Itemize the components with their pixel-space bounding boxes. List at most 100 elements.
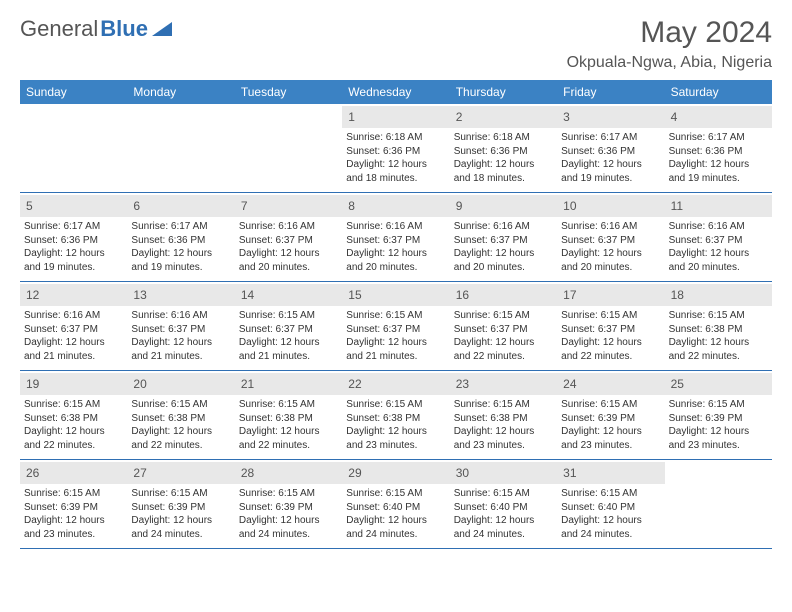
day-number: 1 bbox=[348, 110, 355, 124]
day-header: Monday bbox=[127, 80, 234, 104]
info-line: Daylight: 12 hours bbox=[24, 514, 123, 528]
day-number-row: 18 bbox=[665, 284, 772, 306]
info-line: Daylight: 12 hours bbox=[669, 158, 768, 172]
info-line: and 24 minutes. bbox=[239, 528, 338, 542]
day-info: Sunrise: 6:15 AMSunset: 6:39 PMDaylight:… bbox=[24, 487, 123, 541]
info-line: and 20 minutes. bbox=[669, 261, 768, 275]
day-number-row: 27 bbox=[127, 462, 234, 484]
day-number: 10 bbox=[563, 199, 576, 213]
day-cell: 17Sunrise: 6:15 AMSunset: 6:37 PMDayligh… bbox=[557, 282, 664, 370]
day-number: 26 bbox=[26, 466, 39, 480]
info-line: Daylight: 12 hours bbox=[346, 425, 445, 439]
info-line: and 22 minutes. bbox=[669, 350, 768, 364]
info-line: Sunset: 6:39 PM bbox=[131, 501, 230, 515]
info-line: Sunset: 6:39 PM bbox=[24, 501, 123, 515]
calendar-page: GeneralBlue May 2024 Okpuala-Ngwa, Abia,… bbox=[0, 0, 792, 565]
day-number: 22 bbox=[348, 377, 361, 391]
day-info: Sunrise: 6:15 AMSunset: 6:38 PMDaylight:… bbox=[131, 398, 230, 452]
info-line: Daylight: 12 hours bbox=[131, 247, 230, 261]
day-cell: 11 Sunrise: 6:16 AMSunset: 6:37 PMDayligh… bbox=[665, 193, 772, 281]
info-line: Sunrise: 6:15 AM bbox=[561, 487, 660, 501]
info-line: Sunrise: 6:15 AM bbox=[561, 309, 660, 323]
day-number-row: 24 bbox=[557, 373, 664, 395]
week-row: 5 Sunrise: 6:17 AMSunset: 6:36 PMDaylight… bbox=[20, 193, 772, 282]
info-line: Daylight: 12 hours bbox=[24, 247, 123, 261]
day-number: 5 bbox=[26, 199, 33, 213]
day-info: Sunrise: 6:15 AMSunset: 6:39 PMDaylight:… bbox=[131, 487, 230, 541]
info-line: Sunset: 6:37 PM bbox=[346, 234, 445, 248]
info-line: Sunset: 6:38 PM bbox=[454, 412, 553, 426]
day-info: Sunrise: 6:17 AMSunset: 6:36 PMDaylight:… bbox=[131, 220, 230, 274]
day-info: Sunrise: 6:17 AMSunset: 6:36 PMDaylight:… bbox=[24, 220, 123, 274]
day-cell: 15Sunrise: 6:15 AMSunset: 6:37 PMDayligh… bbox=[342, 282, 449, 370]
info-line: Sunset: 6:39 PM bbox=[239, 501, 338, 515]
info-line: Sunrise: 6:15 AM bbox=[346, 398, 445, 412]
info-line: Sunset: 6:36 PM bbox=[346, 145, 445, 159]
info-line: Daylight: 12 hours bbox=[131, 425, 230, 439]
info-line: and 22 minutes. bbox=[239, 439, 338, 453]
info-line: Sunset: 6:36 PM bbox=[131, 234, 230, 248]
info-line: Sunset: 6:37 PM bbox=[239, 323, 338, 337]
info-line: and 24 minutes. bbox=[454, 528, 553, 542]
info-line: Sunrise: 6:15 AM bbox=[454, 309, 553, 323]
day-number-row: 29 bbox=[342, 462, 449, 484]
info-line: Sunrise: 6:18 AM bbox=[454, 131, 553, 145]
day-number-row: 11 bbox=[665, 195, 772, 217]
day-number: 29 bbox=[348, 466, 361, 480]
day-number: 25 bbox=[671, 377, 684, 391]
empty-cell bbox=[665, 460, 772, 548]
info-line: and 22 minutes. bbox=[561, 350, 660, 364]
day-cell: 8Sunrise: 6:16 AMSunset: 6:37 PMDaylight… bbox=[342, 193, 449, 281]
day-cell: 4Sunrise: 6:17 AMSunset: 6:36 PMDaylight… bbox=[665, 104, 772, 192]
empty-cell bbox=[127, 104, 234, 192]
info-line: Sunrise: 6:15 AM bbox=[24, 398, 123, 412]
info-line: and 19 minutes. bbox=[561, 172, 660, 186]
logo-text-2: Blue bbox=[100, 16, 148, 42]
info-line: Sunrise: 6:16 AM bbox=[454, 220, 553, 234]
info-line: Sunrise: 6:17 AM bbox=[669, 131, 768, 145]
day-info: Sunrise: 6:15 AMSunset: 6:39 PMDaylight:… bbox=[561, 398, 660, 452]
info-line: Sunset: 6:38 PM bbox=[24, 412, 123, 426]
page-header: GeneralBlue May 2024 Okpuala-Ngwa, Abia,… bbox=[20, 16, 772, 72]
info-line: Sunset: 6:40 PM bbox=[346, 501, 445, 515]
day-number: 7 bbox=[241, 199, 248, 213]
day-cell: 7 Sunrise: 6:16 AMSunset: 6:37 PMDaylight… bbox=[235, 193, 342, 281]
day-cell: 24 Sunrise: 6:15 AMSunset: 6:39 PMDayligh… bbox=[557, 371, 664, 459]
day-cell: 10Sunrise: 6:16 AMSunset: 6:37 PMDayligh… bbox=[557, 193, 664, 281]
info-line: Daylight: 12 hours bbox=[346, 336, 445, 350]
info-line: Sunset: 6:36 PM bbox=[24, 234, 123, 248]
day-info: Sunrise: 6:16 AMSunset: 6:37 PMDaylight:… bbox=[669, 220, 768, 274]
info-line: Sunset: 6:36 PM bbox=[669, 145, 768, 159]
info-line: Sunrise: 6:15 AM bbox=[669, 398, 768, 412]
day-cell: 9Sunrise: 6:16 AMSunset: 6:37 PMDaylight… bbox=[450, 193, 557, 281]
info-line: and 23 minutes. bbox=[669, 439, 768, 453]
day-info: Sunrise: 6:15 AMSunset: 6:38 PMDaylight:… bbox=[239, 398, 338, 452]
day-info: Sunrise: 6:15 AMSunset: 6:38 PMDaylight:… bbox=[24, 398, 123, 452]
info-line: Daylight: 12 hours bbox=[561, 425, 660, 439]
day-info: Sunrise: 6:16 AMSunset: 6:37 PMDaylight:… bbox=[239, 220, 338, 274]
day-number-row: 5 bbox=[20, 195, 127, 217]
day-number-row: 19 bbox=[20, 373, 127, 395]
day-info: Sunrise: 6:15 AMSunset: 6:37 PMDaylight:… bbox=[239, 309, 338, 363]
day-number: 18 bbox=[671, 288, 684, 302]
day-cell: 5 Sunrise: 6:17 AMSunset: 6:36 PMDaylight… bbox=[20, 193, 127, 281]
day-cell: 19 Sunrise: 6:15 AMSunset: 6:38 PMDayligh… bbox=[20, 371, 127, 459]
day-header: Saturday bbox=[665, 80, 772, 104]
week-row: 12Sunrise: 6:16 AMSunset: 6:37 PMDayligh… bbox=[20, 282, 772, 371]
day-number-row: 12 bbox=[20, 284, 127, 306]
day-cell: 3Sunrise: 6:17 AMSunset: 6:36 PMDaylight… bbox=[557, 104, 664, 192]
day-number-row: 3 bbox=[557, 106, 664, 128]
info-line: and 23 minutes. bbox=[346, 439, 445, 453]
day-cell: 29Sunrise: 6:15 AMSunset: 6:40 PMDayligh… bbox=[342, 460, 449, 548]
day-info: Sunrise: 6:15 AMSunset: 6:38 PMDaylight:… bbox=[669, 309, 768, 363]
info-line: Sunrise: 6:16 AM bbox=[131, 309, 230, 323]
day-info: Sunrise: 6:15 AMSunset: 6:39 PMDaylight:… bbox=[239, 487, 338, 541]
day-number: 16 bbox=[456, 288, 469, 302]
day-number: 14 bbox=[241, 288, 254, 302]
info-line: Daylight: 12 hours bbox=[669, 247, 768, 261]
day-number-row: 13 bbox=[127, 284, 234, 306]
month-title: May 2024 bbox=[567, 16, 772, 50]
day-number: 15 bbox=[348, 288, 361, 302]
info-line: Sunset: 6:37 PM bbox=[131, 323, 230, 337]
day-cell: 27 Sunrise: 6:15 AMSunset: 6:39 PMDayligh… bbox=[127, 460, 234, 548]
